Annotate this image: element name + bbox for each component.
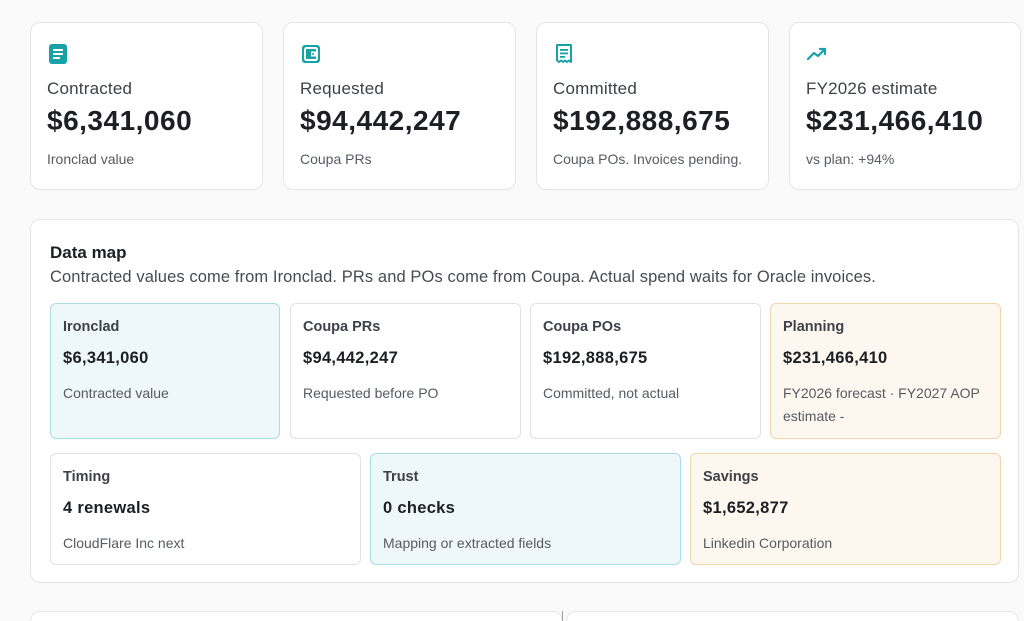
tile-value: $192,888,675: [543, 349, 648, 367]
data-map-description: Contracted values come from Ironclad. PR…: [50, 268, 876, 286]
kpi-card-contracted[interactable]: Contracted $6,341,060 Ironclad value: [30, 22, 263, 190]
tile-trust[interactable]: Trust 0 checks Mapping or extracted fiel…: [370, 453, 681, 565]
tile-subtext: Contracted value: [63, 385, 169, 401]
kpi-subtext: Coupa POs. Invoices pending.: [553, 151, 743, 167]
tile-subtext: Committed, not actual: [543, 385, 680, 401]
kpi-subtext: Coupa PRs: [300, 151, 372, 167]
wallet-icon: [302, 45, 320, 63]
tile-coupa-pos[interactable]: Coupa POs $192,888,675 Committed, not ac…: [530, 303, 761, 439]
kpi-label: FY2026 estimate: [806, 79, 938, 98]
kpi-label: Requested: [300, 79, 385, 98]
receipt-icon: [556, 44, 572, 63]
kpi-value: $6,341,060: [47, 105, 193, 136]
tile-coupa-prs[interactable]: Coupa PRs $94,442,247 Requested before P…: [290, 303, 521, 439]
document-icon: [49, 44, 67, 64]
tile-savings[interactable]: Savings $1,652,877 Linkedin Corporation: [690, 453, 1001, 565]
tile-value: $6,341,060: [63, 349, 149, 367]
tile-value: $94,442,247: [303, 349, 399, 367]
data-map-panel: Data map Contracted values come from Iro…: [30, 219, 1019, 583]
kpi-label: Committed: [553, 79, 637, 98]
kpi-subtext: Ironclad value: [47, 151, 135, 167]
kpi-card-fy2026-estimate[interactable]: FY2026 estimate $231,466,410 vs plan: +9…: [789, 22, 1021, 190]
tile-value: $231,466,410: [783, 349, 888, 367]
tile-subtext: FY2026 forecast · FY2027 AOP estimate -: [783, 385, 980, 424]
tile-label: Coupa PRs: [303, 319, 381, 335]
tile-label: Trust: [383, 469, 419, 485]
tile-subtext: Linkedin Corporation: [703, 535, 833, 551]
tile-label: Ironclad: [63, 319, 120, 335]
tile-subtext: Requested before PO: [303, 385, 439, 401]
tile-planning[interactable]: Planning $231,466,410 FY2026 forecast · …: [770, 303, 1001, 439]
tile-value: 0 checks: [383, 499, 456, 517]
bottom-panel-left: [30, 611, 563, 621]
panel-divider: [562, 611, 563, 621]
kpi-value: $94,442,247: [300, 105, 462, 136]
tile-subtext: CloudFlare Inc next: [63, 535, 185, 551]
bottom-panel-right: [566, 611, 1019, 621]
tile-timing[interactable]: Timing 4 renewals CloudFlare Inc next: [50, 453, 361, 565]
data-map-title: Data map: [50, 243, 127, 262]
kpi-card-committed[interactable]: Committed $192,888,675 Coupa POs. Invoic…: [536, 22, 769, 190]
tile-label: Savings: [703, 469, 759, 485]
tile-label: Planning: [783, 319, 845, 335]
tile-label: Timing: [63, 469, 111, 485]
kpi-subtext: vs plan: +94%: [806, 151, 895, 167]
tile-subtext: Mapping or extracted fields: [383, 535, 552, 551]
tile-value: 4 renewals: [63, 499, 151, 517]
kpi-row: Contracted $6,341,060 Ironclad value Req…: [30, 22, 1021, 190]
kpi-card-requested[interactable]: Requested $94,442,247 Coupa PRs: [283, 22, 516, 190]
tile-ironclad[interactable]: Ironclad $6,341,060 Contracted value: [50, 303, 280, 439]
kpi-label: Contracted: [47, 79, 133, 98]
kpi-value: $192,888,675: [553, 105, 731, 136]
tile-value: $1,652,877: [703, 499, 789, 517]
trend-up-icon: [806, 47, 827, 61]
tile-label: Coupa POs: [543, 319, 622, 335]
kpi-value: $231,466,410: [806, 105, 984, 136]
